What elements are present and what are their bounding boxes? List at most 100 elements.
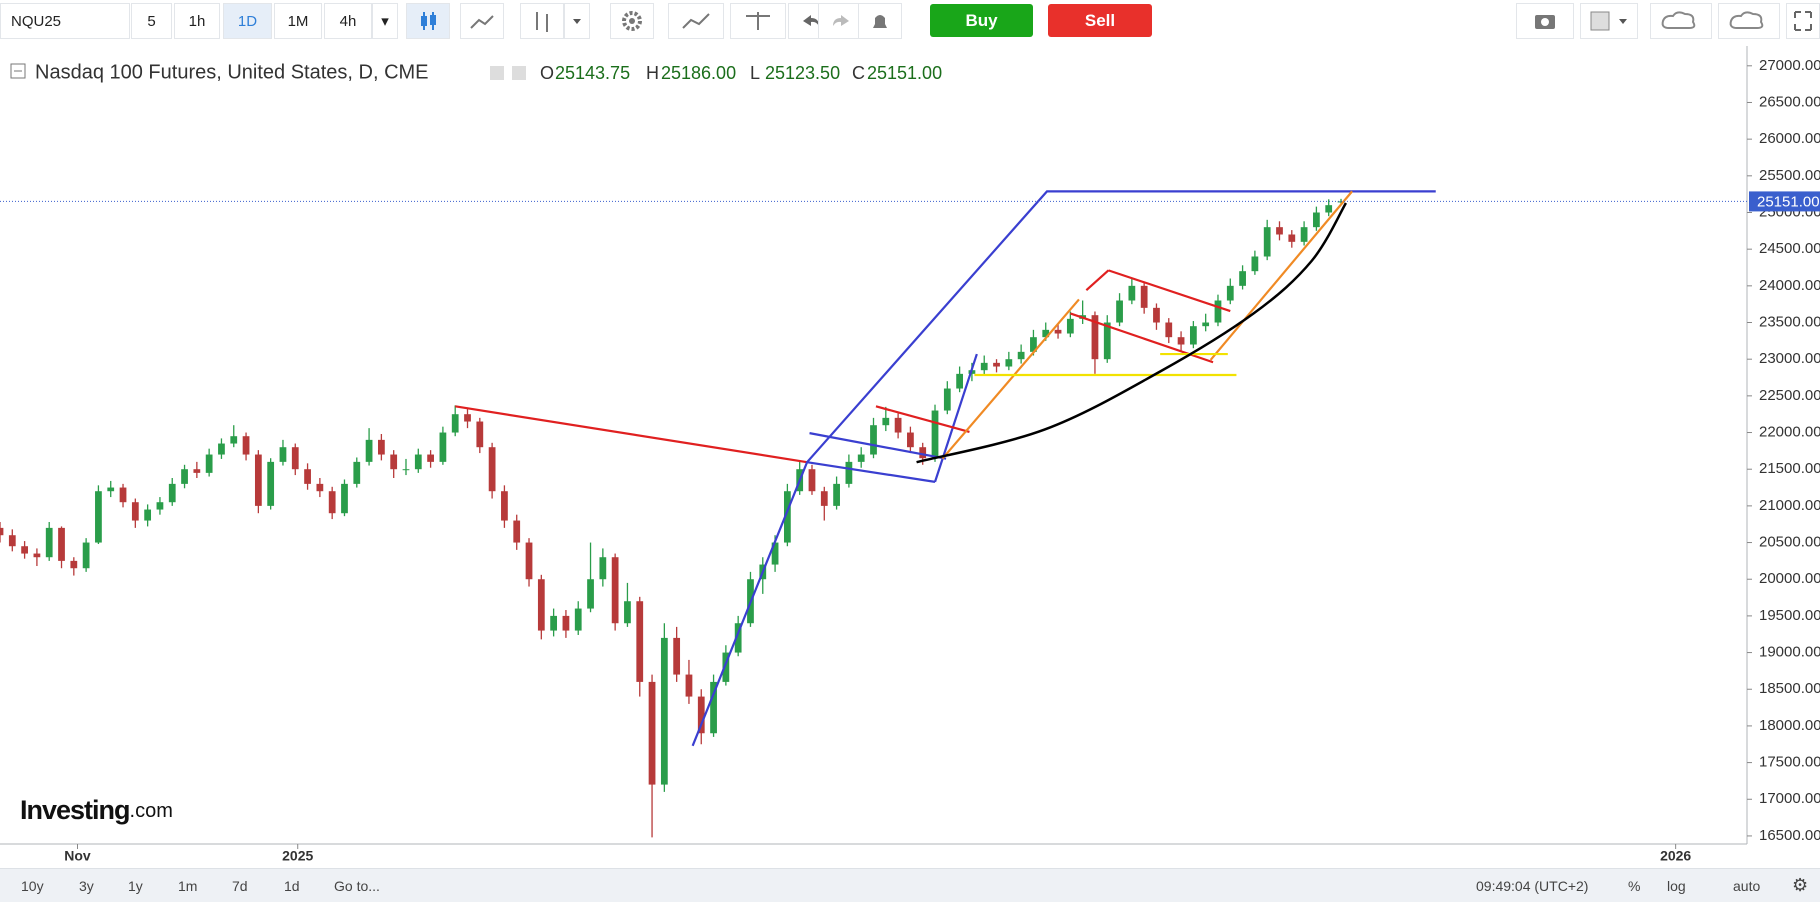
y-tick-label: 22000.00 bbox=[1759, 424, 1820, 441]
candle-body bbox=[119, 487, 127, 503]
fullscreen-icon[interactable] bbox=[1786, 3, 1820, 39]
color-icon[interactable] bbox=[1580, 3, 1638, 39]
candle-body bbox=[1103, 322, 1111, 360]
candle-body bbox=[1239, 271, 1246, 286]
x-tick-label: Nov bbox=[64, 848, 91, 864]
range-button[interactable]: 1m bbox=[178, 878, 198, 894]
trend-drawing bbox=[809, 432, 947, 460]
candle-body bbox=[636, 601, 644, 682]
settings-gear[interactable]: ⚙ bbox=[1792, 875, 1809, 895]
candle-body bbox=[734, 623, 742, 653]
candles-icon[interactable] bbox=[406, 3, 450, 39]
candle-body bbox=[1276, 227, 1283, 235]
candle-body bbox=[1300, 227, 1308, 242]
cloud-upload-icon[interactable] bbox=[1718, 3, 1780, 39]
candle-body bbox=[390, 454, 398, 470]
ohlc-value: 25143.75 bbox=[555, 63, 630, 83]
candle-body bbox=[1325, 205, 1333, 213]
candle-body bbox=[907, 432, 914, 448]
candle-body bbox=[1030, 337, 1037, 352]
snapshot-icon[interactable] bbox=[1516, 3, 1574, 39]
candle-body bbox=[1005, 359, 1013, 367]
candle-body bbox=[254, 454, 262, 506]
range-button[interactable]: 10y bbox=[21, 878, 44, 894]
chart-type-dropdown[interactable] bbox=[564, 3, 590, 39]
candle-body bbox=[1226, 285, 1234, 301]
y-tick-label: 18500.00 bbox=[1759, 680, 1820, 697]
y-tick-label: 20000.00 bbox=[1759, 570, 1820, 587]
candle-body bbox=[1128, 285, 1136, 301]
compare-icon[interactable] bbox=[730, 3, 786, 39]
ohlc-prefix: C bbox=[852, 63, 865, 83]
candle-body bbox=[722, 652, 730, 682]
candle-body bbox=[980, 362, 988, 371]
candle-body bbox=[931, 410, 939, 459]
interval-button[interactable]: 4h bbox=[324, 3, 372, 39]
collapse-icon[interactable] bbox=[10, 63, 26, 79]
candle-body bbox=[328, 491, 336, 514]
candle-body bbox=[956, 373, 964, 389]
interval-button[interactable]: 1D bbox=[223, 3, 272, 39]
candle-body bbox=[574, 608, 582, 631]
range-button[interactable]: 3y bbox=[79, 878, 94, 894]
settings-icon[interactable] bbox=[610, 3, 654, 39]
y-tick-label: 20500.00 bbox=[1759, 534, 1820, 551]
candle-body bbox=[21, 546, 28, 554]
indicators-icon[interactable] bbox=[668, 3, 724, 39]
candle-body bbox=[58, 527, 65, 561]
candle-body bbox=[882, 417, 890, 426]
candle-body bbox=[943, 388, 951, 411]
visibility-icon[interactable] bbox=[490, 66, 504, 80]
redo-icon[interactable] bbox=[818, 3, 862, 39]
candle-body bbox=[537, 579, 545, 631]
candle-body bbox=[242, 436, 250, 455]
range-button[interactable]: 1d bbox=[284, 878, 300, 894]
settings-small-icon[interactable] bbox=[512, 66, 526, 80]
interval-button[interactable]: 1M bbox=[274, 3, 322, 39]
candle-body bbox=[562, 615, 570, 631]
ohlc-value: 25123.50 bbox=[765, 63, 840, 83]
candle-body bbox=[1042, 329, 1050, 338]
buy-button[interactable]: Buy bbox=[930, 4, 1033, 37]
candle-body bbox=[513, 520, 521, 543]
axis-option[interactable]: log bbox=[1667, 878, 1686, 894]
sell-button[interactable]: Sell bbox=[1048, 4, 1152, 37]
candle-body bbox=[870, 425, 877, 455]
interval-button[interactable]: 1h bbox=[174, 3, 220, 39]
y-tick-label: 24500.00 bbox=[1759, 240, 1820, 257]
candle-body bbox=[70, 560, 78, 569]
bars-icon[interactable] bbox=[520, 3, 564, 39]
axis-option[interactable]: auto bbox=[1733, 878, 1761, 894]
symbol-input[interactable]: NQU25 bbox=[0, 3, 130, 39]
candle-body bbox=[205, 454, 213, 473]
ohlc-prefix: O bbox=[540, 63, 554, 83]
candle-body bbox=[611, 557, 619, 624]
x-tick-label: 2025 bbox=[282, 848, 313, 864]
range-button[interactable]: 7d bbox=[232, 878, 248, 894]
candle-body bbox=[501, 491, 508, 521]
line-icon[interactable] bbox=[460, 3, 504, 39]
candle-body bbox=[365, 439, 373, 462]
candle-body bbox=[783, 491, 791, 543]
range-button[interactable]: 1y bbox=[128, 878, 143, 894]
candle-body bbox=[1214, 300, 1222, 323]
candle-body bbox=[279, 447, 287, 462]
interval-button[interactable]: 5 bbox=[131, 3, 172, 39]
alert-icon[interactable] bbox=[858, 3, 902, 39]
candle-body bbox=[144, 509, 152, 521]
cloud-download-icon[interactable] bbox=[1650, 3, 1712, 39]
candle-body bbox=[8, 535, 16, 547]
y-tick-label: 21000.00 bbox=[1759, 497, 1820, 514]
axis-option[interactable]: % bbox=[1628, 878, 1641, 894]
candle-body bbox=[993, 362, 1000, 367]
y-tick-label: 17000.00 bbox=[1759, 790, 1820, 807]
candle-body bbox=[378, 439, 385, 455]
candle-body bbox=[710, 681, 717, 734]
ohlc-prefix: L bbox=[750, 63, 760, 83]
interval-dropdown[interactable]: ▾ bbox=[372, 3, 398, 39]
goto-button[interactable]: Go to... bbox=[334, 878, 380, 894]
chart: Nasdaq 100 Futures, United States, D, CM… bbox=[0, 46, 1820, 868]
y-tick-label: 27000.00 bbox=[1759, 57, 1820, 74]
candle-body bbox=[341, 483, 348, 514]
y-tick-label: 23500.00 bbox=[1759, 313, 1820, 330]
